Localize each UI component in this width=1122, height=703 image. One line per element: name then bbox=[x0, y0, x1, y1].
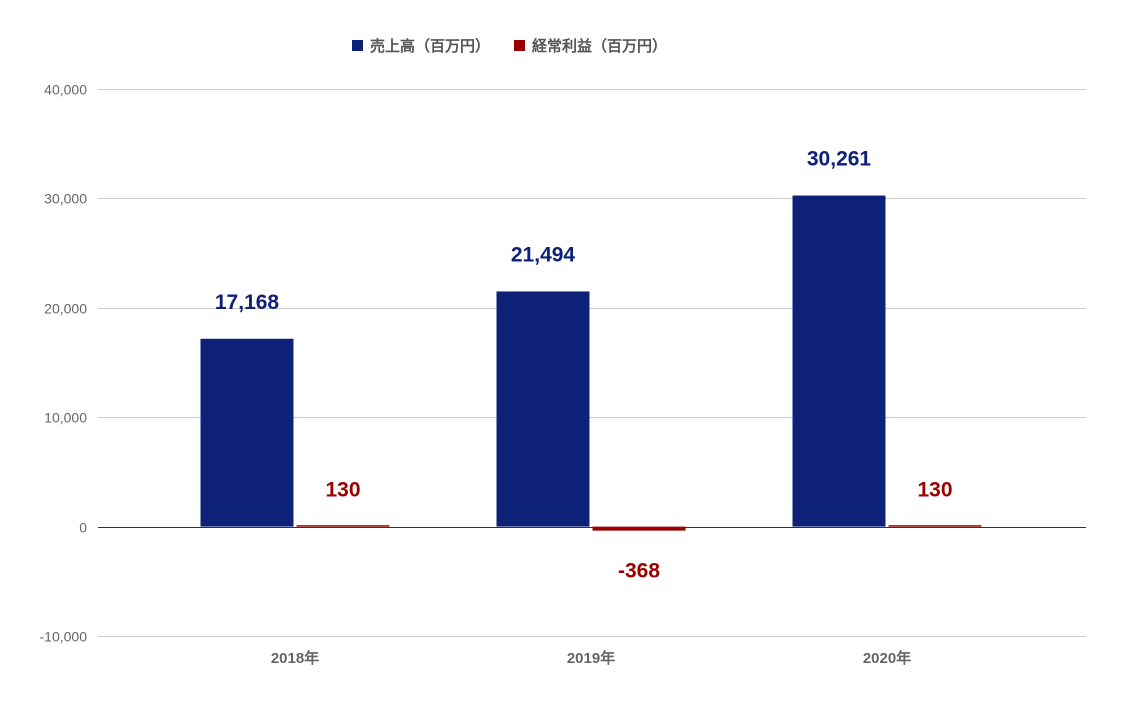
x-tick-label: 2020年 bbox=[863, 649, 911, 667]
x-axis-ticks: 2018年 2019年 2020年 bbox=[271, 649, 911, 667]
legend-label: 経常利益（百万円） bbox=[532, 37, 667, 55]
y-tick-label: 40,000 bbox=[44, 82, 87, 98]
legend-swatch bbox=[352, 40, 363, 51]
bar-sales bbox=[200, 338, 294, 527]
bar-ordinary-profit bbox=[296, 525, 390, 527]
y-tick-label: 0 bbox=[79, 520, 87, 536]
y-tick-label: -10,000 bbox=[40, 629, 88, 645]
bar-sales bbox=[496, 291, 590, 527]
y-tick-label: 30,000 bbox=[44, 191, 87, 207]
legend-swatch bbox=[514, 40, 525, 51]
bar-ordinary-profit bbox=[592, 526, 686, 531]
bar-ordinary-profit bbox=[888, 525, 982, 527]
x-tick-label: 2018年 bbox=[271, 649, 319, 667]
legend: 売上高（百万円） 経常利益（百万円） bbox=[352, 37, 667, 55]
x-tick-label: 2019年 bbox=[567, 649, 615, 667]
y-tick-label: 10,000 bbox=[44, 410, 87, 426]
data-label-sales: 30,261 bbox=[807, 148, 872, 171]
bars bbox=[200, 195, 982, 531]
y-tick-label: 20,000 bbox=[44, 301, 87, 317]
y-axis-ticks: 40,000 30,000 20,000 10,000 0 -10,000 bbox=[40, 82, 88, 645]
data-label-ordinary-profit: 130 bbox=[325, 479, 360, 502]
data-label-sales: 17,168 bbox=[215, 291, 280, 314]
bar-sales bbox=[792, 195, 886, 527]
data-label-ordinary-profit: 130 bbox=[917, 479, 952, 502]
legend-label: 売上高（百万円） bbox=[370, 37, 490, 55]
data-labels: 17,168 130 21,494 -368 30,261 130 bbox=[215, 148, 953, 583]
data-label-ordinary-profit: -368 bbox=[618, 560, 660, 583]
data-label-sales: 21,494 bbox=[511, 243, 576, 266]
